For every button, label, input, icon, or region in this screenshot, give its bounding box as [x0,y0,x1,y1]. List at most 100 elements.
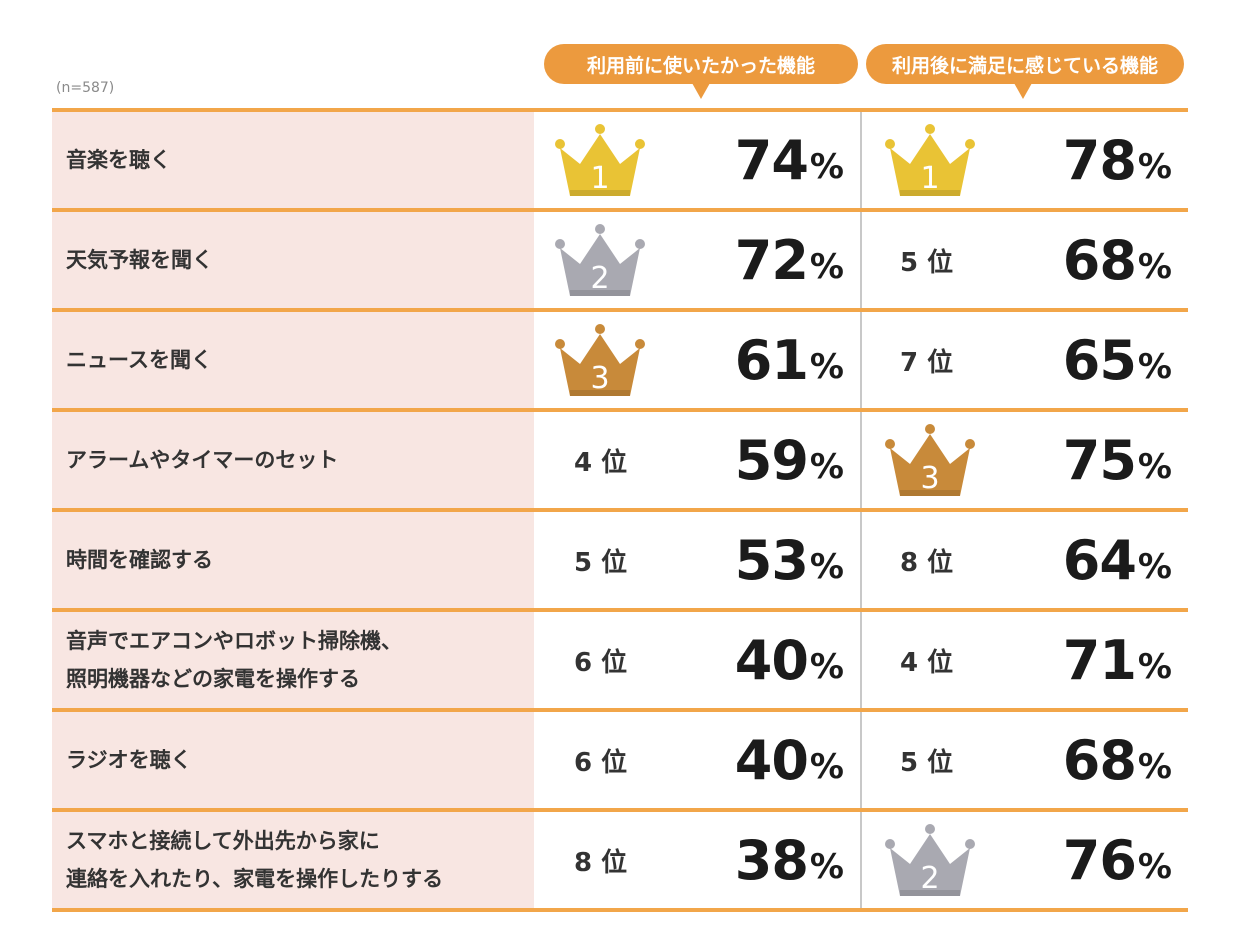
before-cell: 1 74% [534,112,860,208]
percentage-unit: % [809,247,844,287]
bronze-crown-icon: 3 [885,424,975,496]
gold-crown-icon: 1 [885,124,975,196]
after-cell: 1 78% [860,112,1188,208]
percentage-value: 74 [734,128,809,192]
crown-rank-number: 2 [590,261,609,296]
percentage: 74% [735,112,844,208]
rank-text: 5 位 [900,247,954,278]
rank-text: 6 位 [574,747,628,778]
table-row: 時間を確認する 5 位 53% 8 位 64% [52,512,1188,608]
percentage: 65% [1063,312,1172,408]
function-label: スマホと接続して外出先から家に 連絡を入れたり、家電を操作したりする [52,812,534,908]
percentage: 64% [1063,512,1172,608]
silver-crown-icon: 2 [555,224,645,296]
percentage: 38% [735,812,844,908]
column-divider [860,612,862,708]
percentage-unit: % [1137,347,1172,387]
percentage-value: 68 [1062,228,1137,292]
percentage-value: 71 [1062,628,1137,692]
percentage-unit: % [1137,147,1172,187]
function-label: 天気予報を聞く [52,212,534,308]
row-divider [52,308,1188,312]
function-label: 音楽を聴く [52,112,534,208]
function-label: アラームやタイマーのセット [52,412,534,508]
percentage-value: 68 [1062,728,1137,792]
crown-rank-number: 1 [590,161,609,196]
percentage: 61% [735,312,844,408]
percentage-value: 40 [734,628,809,692]
before-cell: 3 61% [534,312,860,408]
after-cell: 8 位 64% [860,512,1188,608]
percentage-unit: % [1137,847,1172,887]
function-label-line: 照明機器などの家電を操作する [66,667,360,691]
column-divider [860,212,862,308]
percentage-unit: % [1137,247,1172,287]
rank-text: 7 位 [900,347,954,378]
percentage: 40% [735,712,844,808]
after-cell: 5 位 68% [860,712,1188,808]
rank-text: 8 位 [900,547,954,578]
percentage: 71% [1063,612,1172,708]
ranking-table: 音楽を聴く 1 74% 1 78% 天気予報を聞く 2 72% 5 位 68% ニュースを聞く 3 61… [52,108,1188,912]
crown-rank-number: 3 [590,361,609,396]
silver-crown-icon: 2 [885,824,975,896]
row-divider [52,408,1188,412]
percentage-value: 38 [734,828,809,892]
before-cell: 6 位 40% [534,712,860,808]
table-row: ニュースを聞く 3 61% 7 位 65% [52,312,1188,408]
row-divider [52,708,1188,712]
rank-text: 4 位 [900,647,954,678]
percentage: 76% [1063,812,1172,908]
column-divider [860,412,862,508]
rank-text: 8 位 [574,847,628,878]
table-row: スマホと接続して外出先から家に 連絡を入れたり、家電を操作したりする 8 位 38% 2… [52,812,1188,908]
table-row: 天気予報を聞く 2 72% 5 位 68% [52,212,1188,308]
percentage-value: 72 [734,228,809,292]
percentage-value: 75 [1062,428,1137,492]
crown-rank-number: 2 [920,861,939,896]
percentage: 72% [735,212,844,308]
percentage-value: 64 [1062,528,1137,592]
header-after-use: 利用後に満足に感じている機能 [866,44,1184,99]
rank-text: 4 位 [574,447,628,478]
row-divider [52,508,1188,512]
percentage: 53% [735,512,844,608]
rank-text: 5 位 [574,547,628,578]
percentage-unit: % [1137,547,1172,587]
after-cell: 5 位 68% [860,212,1188,308]
percentage-unit: % [1137,447,1172,487]
function-label: 時間を確認する [52,512,534,608]
percentage-unit: % [809,847,844,887]
percentage-value: 53 [734,528,809,592]
percentage-unit: % [809,447,844,487]
crown-rank-number: 1 [920,161,939,196]
function-label-line: 音声でエアコンやロボット掃除機、 [66,629,402,653]
percentage-value: 65 [1062,328,1137,392]
function-label: ニュースを聞く [52,312,534,408]
before-cell: 2 72% [534,212,860,308]
after-cell: 4 位 71% [860,612,1188,708]
bronze-crown-icon: 3 [555,324,645,396]
percentage: 78% [1063,112,1172,208]
sample-size: (n=587) [56,80,115,96]
percentage: 40% [735,612,844,708]
row-divider [52,808,1188,812]
after-cell: 7 位 65% [860,312,1188,408]
percentage-unit: % [809,347,844,387]
percentage: 59% [735,412,844,508]
column-divider [860,312,862,408]
percentage-unit: % [809,147,844,187]
percentage-value: 40 [734,728,809,792]
column-divider [860,712,862,808]
percentage-unit: % [1137,747,1172,787]
percentage-unit: % [1137,647,1172,687]
table-row: 音楽を聴く 1 74% 1 78% [52,112,1188,208]
percentage: 75% [1063,412,1172,508]
before-cell: 5 位 53% [534,512,860,608]
column-divider [860,112,862,208]
table-row: ラジオを聴く 6 位 40% 5 位 68% [52,712,1188,808]
column-divider [860,812,862,908]
percentage: 68% [1063,712,1172,808]
after-cell: 3 75% [860,412,1188,508]
